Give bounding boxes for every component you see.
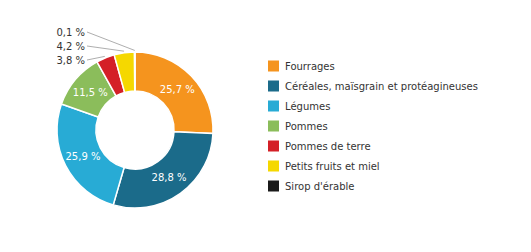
leader-line <box>87 56 105 60</box>
slice <box>113 132 213 208</box>
legend-item: Pommes de terre <box>268 141 371 152</box>
legend: Fourrages Céréales, maïs­grain et protéag… <box>268 61 478 192</box>
legend-item: Légumes <box>268 101 330 112</box>
legend-swatch <box>268 121 279 132</box>
chart: 25,7 % 28,8 % 25,9 % 11,5 % 3,8 % 4,2 % 0,1 % F… <box>0 0 531 252</box>
data-label: 0,1 % <box>56 27 85 38</box>
slice <box>135 52 213 133</box>
legend-swatch <box>268 161 279 172</box>
legend-swatch <box>268 81 279 92</box>
data-label: 28,8 % <box>152 172 187 183</box>
data-label: 11,5 % <box>73 87 108 98</box>
legend-label: Légumes <box>285 101 330 112</box>
leader-line <box>87 32 135 50</box>
slice <box>134 52 136 91</box>
data-label: 25,7 % <box>160 84 195 95</box>
legend-swatch <box>268 181 279 192</box>
legend-swatch <box>268 141 279 152</box>
legend-label: Pommes <box>285 121 328 132</box>
data-label: 3,8 % <box>56 55 85 66</box>
legend-item: Pommes <box>268 121 328 132</box>
legend-label: Petits fruits et miel <box>285 161 380 172</box>
slice <box>114 52 135 92</box>
legend-label: Pommes de terre <box>285 141 371 152</box>
legend-label: Céréales, maïs­grain et protéagineuses <box>285 81 478 92</box>
legend-item: Sirop d'érable <box>268 181 354 192</box>
legend-item: Petits fruits et miel <box>268 161 380 172</box>
leader-line <box>87 46 124 51</box>
legend-label: Fourrages <box>285 61 335 72</box>
legend-item: Céréales, maïs­grain et protéagineuses <box>268 81 478 92</box>
data-label: 4,2 % <box>56 41 85 52</box>
legend-label: Sirop d'érable <box>285 181 354 192</box>
legend-item: Fourrages <box>268 61 335 72</box>
slice <box>57 104 124 205</box>
legend-swatch <box>268 61 279 72</box>
data-label: 25,9 % <box>65 151 100 162</box>
donut: 25,7 % 28,8 % 25,9 % 11,5 % 3,8 % 4,2 % 0,1 % <box>56 27 213 209</box>
legend-swatch <box>268 101 279 112</box>
